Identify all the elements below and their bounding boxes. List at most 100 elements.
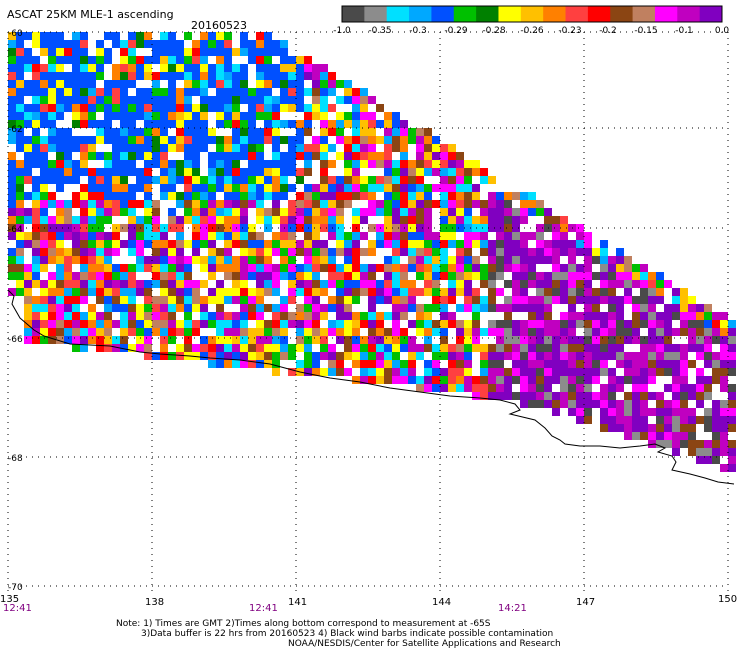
swath-cell — [200, 136, 208, 144]
swath-cell — [616, 384, 624, 392]
swath-cell — [592, 312, 600, 320]
swath-cell — [64, 272, 72, 280]
swath-cell — [448, 152, 456, 160]
swath-cell — [280, 40, 288, 48]
swath-cell — [64, 264, 72, 272]
swath-cell — [464, 304, 472, 312]
swath-cell — [200, 144, 208, 152]
swath-cell — [72, 200, 80, 208]
swath-cell — [224, 288, 232, 296]
swath-cell — [376, 136, 384, 144]
swath-cell — [632, 264, 640, 272]
swath-cell — [344, 176, 352, 184]
colorbar-swatch — [610, 6, 634, 22]
swath-cell — [96, 40, 104, 48]
swath-cell — [152, 304, 160, 312]
swath-cell — [280, 312, 288, 320]
swath-cell — [304, 312, 312, 320]
swath-cell — [152, 88, 160, 96]
swath-cell — [672, 360, 680, 368]
swath-cell — [424, 344, 432, 352]
swath-cell — [304, 248, 312, 256]
swath-cell — [168, 112, 176, 120]
swath-cell — [584, 328, 592, 336]
swath-cell — [552, 296, 560, 304]
swath-cell — [104, 176, 112, 184]
swath-cell — [200, 32, 208, 40]
swath-cell — [488, 392, 496, 400]
swath-cell — [256, 96, 264, 104]
swath-cell — [464, 168, 472, 176]
swath-cell — [568, 336, 576, 344]
swath-cell — [120, 40, 128, 48]
swath-cell — [32, 336, 40, 344]
swath-cell — [432, 232, 440, 240]
swath-cell — [456, 328, 464, 336]
swath-cell — [512, 256, 520, 264]
swath-cell — [360, 360, 368, 368]
swath-cell — [408, 304, 416, 312]
swath-cell — [656, 392, 664, 400]
swath-cell — [312, 88, 320, 96]
swath-cell — [416, 184, 424, 192]
swath-cell — [648, 336, 656, 344]
swath-cell — [200, 296, 208, 304]
swath-cell — [640, 280, 648, 288]
swath-cell — [680, 392, 688, 400]
swath-cell — [80, 256, 88, 264]
swath-cell — [296, 176, 304, 184]
swath-cell — [424, 240, 432, 248]
swath-cell — [176, 104, 184, 112]
swath-cell — [440, 376, 448, 384]
swath-cell — [144, 208, 152, 216]
swath-cell — [56, 128, 64, 136]
swath-cell — [456, 184, 464, 192]
swath-cell — [456, 368, 464, 376]
swath-cell — [264, 128, 272, 136]
swath-cell — [72, 336, 80, 344]
swath-cell — [456, 360, 464, 368]
swath-cell — [160, 88, 168, 96]
swath-cell — [8, 88, 16, 96]
swath-cell — [448, 176, 456, 184]
swath-cell — [88, 192, 96, 200]
swath-cell — [216, 360, 224, 368]
swath-cell — [568, 368, 576, 376]
swath-cell — [312, 144, 320, 152]
swath-cell — [672, 312, 680, 320]
swath-cell — [408, 256, 416, 264]
swath-cell — [16, 248, 24, 256]
swath-cell — [312, 296, 320, 304]
swath-cell — [552, 392, 560, 400]
swath-cell — [8, 160, 16, 168]
swath-cell — [208, 272, 216, 280]
swath-cell — [272, 40, 280, 48]
swath-cell — [224, 216, 232, 224]
swath-cell — [656, 320, 664, 328]
swath-cell — [336, 120, 344, 128]
swath-cell — [136, 256, 144, 264]
swath-cell — [312, 200, 320, 208]
swath-cell — [336, 200, 344, 208]
swath-cell — [240, 168, 248, 176]
swath-cell — [168, 280, 176, 288]
swath-cell — [264, 56, 272, 64]
swath-cell — [184, 256, 192, 264]
swath-cell — [624, 392, 632, 400]
swath-cell — [440, 336, 448, 344]
swath-cell — [144, 280, 152, 288]
colorbar-swatch — [543, 6, 567, 22]
swath-cell — [128, 232, 136, 240]
swath-cell — [80, 80, 88, 88]
swath-cell — [120, 72, 128, 80]
swath-cell — [528, 304, 536, 312]
swath-cell — [80, 160, 88, 168]
swath-cell — [232, 128, 240, 136]
swath-cell — [568, 248, 576, 256]
swath-cell — [40, 240, 48, 248]
swath-cell — [168, 144, 176, 152]
swath-cell — [384, 280, 392, 288]
swath-cell — [56, 208, 64, 216]
swath-cell — [544, 296, 552, 304]
swath-cell — [360, 232, 368, 240]
